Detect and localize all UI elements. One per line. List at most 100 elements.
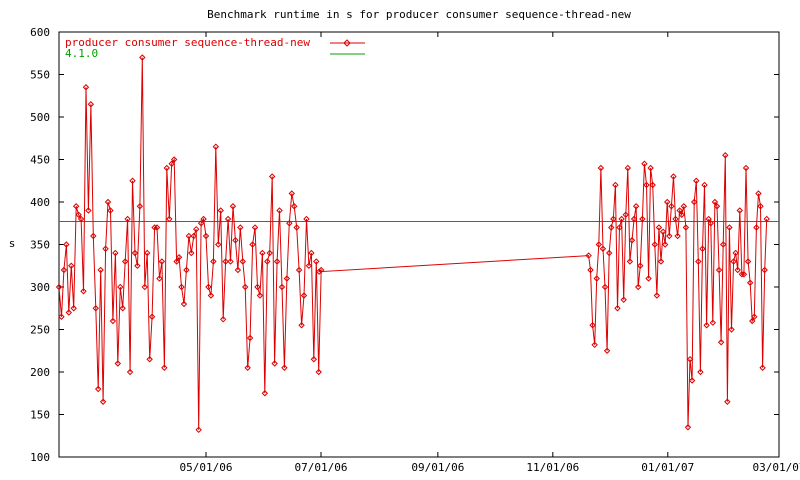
legend-label-series-2: 4.1.0: [65, 47, 98, 60]
data-point: [676, 207, 683, 214]
data-point: [587, 266, 594, 274]
data-point: [163, 164, 171, 172]
y-tick-label: 550: [30, 69, 50, 82]
data-point: [268, 173, 276, 180]
data-point: [281, 364, 288, 371]
data-point: [682, 224, 690, 231]
data-point: [744, 258, 752, 265]
data-point: [305, 262, 313, 269]
data-point: [58, 313, 65, 320]
data-point: [124, 215, 131, 223]
data-point: [148, 313, 156, 320]
data-point: [72, 203, 80, 210]
data-point: [690, 198, 698, 206]
data-point: [195, 426, 202, 434]
data-point: [97, 266, 104, 274]
data-point: [298, 322, 305, 329]
data-point: [193, 225, 200, 233]
data-point: [246, 334, 254, 342]
data-point: [261, 390, 269, 397]
data-point: [166, 215, 173, 223]
x-ticks: 05/01/06 07/01/06 09/01/06 11/01/06 01/01/07…: [180, 32, 800, 474]
data-point: [134, 262, 141, 269]
data-point: [680, 203, 688, 210]
data-point: [753, 224, 760, 231]
data-point: [759, 364, 766, 371]
data-point: [234, 266, 242, 274]
data-point: [75, 211, 82, 218]
plot-area: [58, 31, 780, 458]
data-point: [742, 164, 750, 172]
data-point: [726, 224, 733, 231]
data-point: [653, 292, 661, 299]
data-point: [672, 215, 679, 223]
data-point: [197, 220, 205, 227]
data-point: [603, 347, 611, 354]
x-tick-label: 07/01/06: [294, 461, 347, 474]
data-point: [595, 241, 603, 248]
data-point: [85, 207, 92, 214]
data-point: [102, 245, 109, 252]
data-point: [686, 356, 694, 363]
data-point: [188, 249, 195, 257]
data-point: [65, 309, 73, 316]
data-point: [180, 300, 188, 308]
x-tick-label: 09/01/06: [411, 461, 464, 474]
data-point: [141, 283, 148, 291]
data-point: [104, 198, 112, 206]
data-point: [715, 266, 723, 274]
data-point: [651, 241, 658, 248]
data-point: [82, 84, 90, 91]
data-point: [728, 326, 735, 333]
y-tick-label: 450: [30, 154, 50, 167]
data-point: [313, 258, 320, 265]
data-point: [70, 305, 77, 312]
y-tick-label: 300: [30, 281, 50, 294]
data-point: [55, 283, 63, 291]
data-point: [237, 224, 244, 231]
data-point: [146, 356, 153, 363]
data-point: [129, 177, 136, 184]
data-point: [599, 245, 607, 252]
data-point: [151, 224, 158, 231]
data-point: [293, 224, 300, 231]
data-point: [732, 249, 739, 257]
data-point: [126, 368, 134, 376]
series-layer: [55, 54, 779, 434]
data-point: [161, 364, 168, 371]
data-point: [107, 207, 114, 214]
data-point: [612, 181, 619, 189]
data-point: [291, 203, 298, 210]
data-point: [630, 215, 638, 223]
data-point: [215, 241, 222, 248]
data-point: [616, 224, 623, 231]
data-point: [286, 220, 293, 227]
data-point: [620, 296, 627, 303]
data-point: [724, 398, 731, 405]
data-point: [283, 275, 291, 282]
data-point: [610, 215, 617, 223]
data-point: [139, 54, 146, 61]
data-point: [711, 198, 719, 206]
data-point: [158, 258, 166, 265]
data-point: [202, 232, 210, 240]
data-point: [119, 305, 126, 312]
data-point: [207, 292, 215, 299]
data-point: [624, 164, 632, 172]
data-point: [738, 271, 746, 278]
series-line-producer-consumer: [58, 57, 768, 430]
data-point: [295, 266, 303, 274]
data-point: [645, 275, 652, 282]
data-point: [655, 224, 663, 231]
data-point: [251, 224, 259, 231]
data-point: [678, 211, 685, 218]
data-point: [276, 207, 283, 214]
x-tick-label: 11/01/06: [526, 461, 579, 474]
data-point: [178, 283, 185, 291]
data-point: [170, 156, 178, 163]
data-point: [271, 360, 278, 367]
data-point: [259, 249, 266, 257]
data-point: [229, 203, 237, 210]
data-point: [254, 283, 261, 291]
data-point: [720, 241, 727, 248]
